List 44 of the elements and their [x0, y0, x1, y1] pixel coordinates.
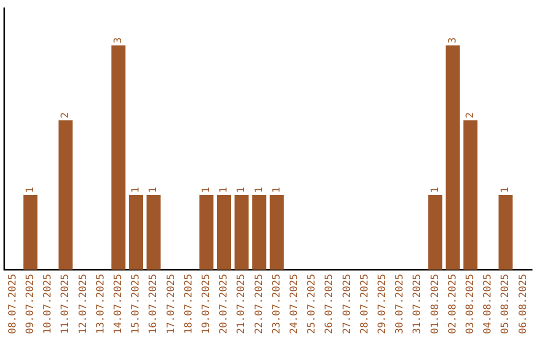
x-tick-label: 27.07.2025	[342, 274, 353, 334]
data-label: 1	[430, 186, 441, 193]
x-tick-label: 20.07.2025	[218, 274, 230, 334]
x-tick-label: 02.08.2025	[447, 274, 458, 334]
x-tick-label: 05.08.2025	[500, 274, 512, 334]
x-tick-label: 28.07.2025	[359, 274, 370, 334]
data-label: 1	[271, 186, 282, 193]
x-tick-label: 31.07.2025	[412, 274, 424, 334]
x-tick-label: 03.08.2025	[464, 274, 476, 334]
x-tick-label: 13.07.2025	[95, 274, 106, 334]
data-label: 2	[60, 112, 72, 118]
x-tick-label: 08.07.2025	[7, 274, 18, 334]
data-label: 1	[24, 186, 36, 193]
data-label: 1	[254, 186, 265, 193]
data-label: 3	[112, 37, 124, 44]
data-label: 1	[148, 186, 160, 193]
data-label: 1	[200, 186, 212, 193]
x-tick-label: 17.07.2025	[166, 274, 177, 334]
x-tick-label: 23.07.2025	[271, 274, 282, 334]
x-tick-label: 14.07.2025	[112, 274, 124, 334]
data-label: 2	[464, 112, 476, 118]
x-tick-label: 01.08.2025	[430, 274, 441, 334]
data-label: 1	[236, 186, 248, 193]
x-tick-label: 19.07.2025	[200, 274, 212, 334]
x-tick-label: 29.07.2025	[376, 274, 388, 334]
x-tick-label: 15.07.2025	[130, 274, 142, 334]
x-tick-label: 09.07.2025	[24, 274, 36, 334]
x-tick-label: 30.07.2025	[394, 274, 406, 334]
x-tick-label: 12.07.2025	[78, 274, 89, 334]
x-tick-label: 21.07.2025	[236, 274, 248, 334]
x-tick-label: 18.07.2025	[183, 274, 194, 334]
x-tick-label: 25.07.2025	[306, 274, 318, 334]
x-tick-label: 04.08.2025	[482, 274, 494, 334]
x-tick-label: 11.07.2025	[60, 274, 72, 334]
x-tick-label: 10.07.2025	[42, 274, 54, 334]
data-label: 1	[130, 186, 142, 193]
data-label: 3	[447, 37, 458, 44]
data-label: 1	[500, 186, 512, 193]
x-tick-label: 26.07.2025	[324, 274, 336, 334]
x-tick-label: 06.08.2025	[518, 274, 529, 334]
data-label: 1	[218, 186, 230, 193]
x-tick-label: 24.07.2025	[288, 274, 300, 334]
x-tick-label: 22.07.2025	[254, 274, 265, 334]
x-tick-label: 16.07.2025	[148, 274, 160, 334]
